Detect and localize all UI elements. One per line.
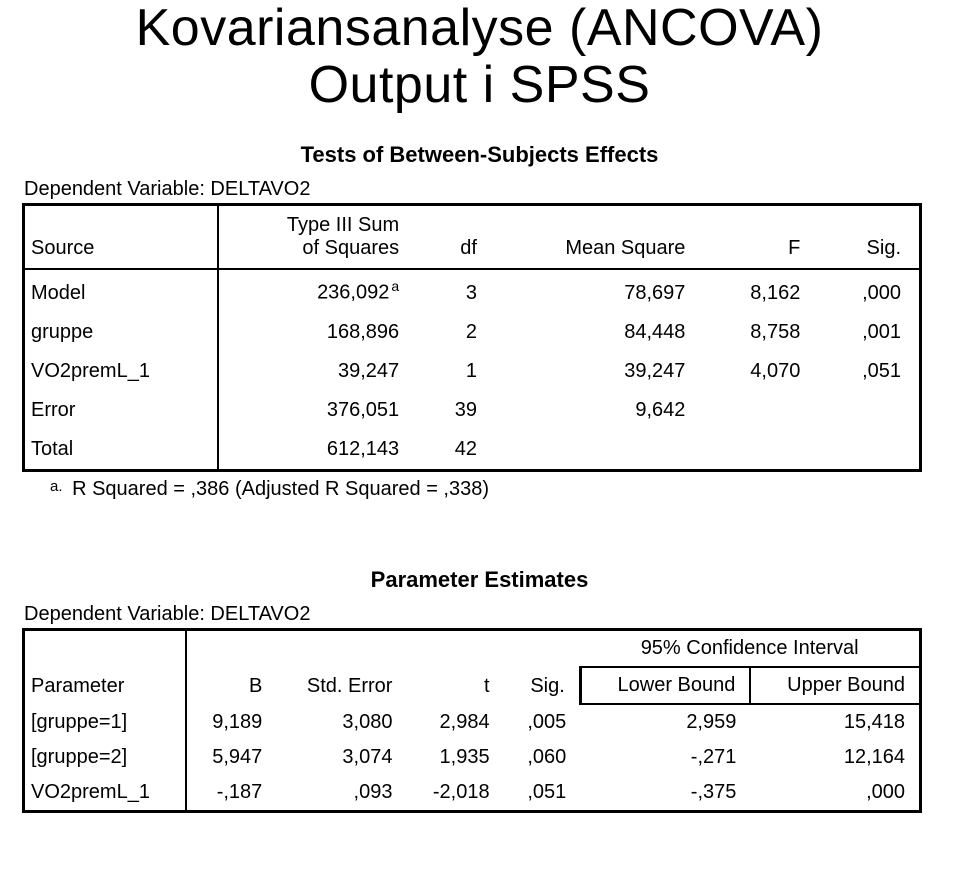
- t1-gruppe-label: gruppe: [24, 313, 218, 352]
- t2-g1-lb: 2,959: [580, 704, 750, 740]
- table2-title: Parameter Estimates: [20, 567, 939, 593]
- footnote-marker: a.: [50, 478, 63, 495]
- t2-g1-se: 3,080: [276, 704, 406, 740]
- table-row: VO2premL_1 39,247 1 39,247 4,070 ,051: [24, 352, 921, 391]
- t1-gruppe-sig: ,001: [818, 313, 920, 352]
- t2-vo2-sig: ,051: [504, 775, 581, 812]
- table-row: Model 236,092a 3 78,697 8,162 ,000: [24, 269, 921, 313]
- t2-vo2-t: -2,018: [406, 775, 503, 812]
- t1-total-sig: [818, 430, 920, 471]
- t1-head-f: F: [703, 205, 818, 270]
- t2-vo2-b: -,187: [186, 775, 277, 812]
- t2-vo2-label: VO2premL_1: [24, 775, 186, 812]
- table-row: Error 376,051 39 9,642: [24, 391, 921, 430]
- table1-depvar: Dependent Variable: DELTAVO2: [24, 178, 939, 201]
- t1-vo2-ms: 39,247: [495, 352, 703, 391]
- t1-model-ss-val: 236,092: [317, 282, 389, 304]
- t1-vo2-label: VO2premL_1: [24, 352, 218, 391]
- t1-error-df: 39: [417, 391, 495, 430]
- t1-total-f: [703, 430, 818, 471]
- t2-head-lb: Lower Bound: [580, 667, 750, 704]
- t1-vo2-ss: 39,247: [218, 352, 417, 391]
- t2-g1-sig: ,005: [504, 704, 581, 740]
- t1-total-ss: 612,143: [218, 430, 417, 471]
- t1-total-df: 42: [417, 430, 495, 471]
- table-row: VO2premL_1 -,187 ,093 -2,018 ,051 -,375 …: [24, 775, 921, 812]
- t2-head-b: B: [186, 630, 277, 705]
- footnote-text: R Squared = ,386 (Adjusted R Squared = ,…: [72, 478, 489, 500]
- t1-error-sig: [818, 391, 920, 430]
- table-row: gruppe 168,896 2 84,448 8,758 ,001: [24, 313, 921, 352]
- t1-head-source: Source: [24, 205, 218, 270]
- t2-head-t: t: [406, 630, 503, 705]
- t2-head-ub: Upper Bound: [750, 667, 920, 704]
- t2-head-ci: 95% Confidence Interval: [580, 630, 920, 668]
- table1-footnote: a. R Squared = ,386 (Adjusted R Squared …: [50, 478, 939, 501]
- t1-total-label: Total: [24, 430, 218, 471]
- page-title: Kovariansanalyse (ANCOVA) Output i SPSS: [20, 0, 939, 114]
- t1-gruppe-df: 2: [417, 313, 495, 352]
- t1-head-sig: Sig.: [818, 205, 920, 270]
- t2-g2-sig: ,060: [504, 740, 581, 775]
- title-line-2: Output i SPSS: [309, 56, 651, 114]
- t1-error-f: [703, 391, 818, 430]
- table-row: Total 612,143 42: [24, 430, 921, 471]
- t1-gruppe-f: 8,758: [703, 313, 818, 352]
- t2-g1-ub: 15,418: [750, 704, 920, 740]
- t1-model-ss-sup: a: [391, 278, 399, 294]
- t2-g2-b: 5,947: [186, 740, 277, 775]
- t1-model-ss: 236,092a: [218, 269, 417, 313]
- t2-vo2-ub: ,000: [750, 775, 920, 812]
- title-line-1: Kovariansanalyse (ANCOVA): [136, 0, 824, 57]
- t1-vo2-f: 4,070: [703, 352, 818, 391]
- t1-error-label: Error: [24, 391, 218, 430]
- t1-model-sig: ,000: [818, 269, 920, 313]
- t2-g2-t: 1,935: [406, 740, 503, 775]
- t1-gruppe-ss: 168,896: [218, 313, 417, 352]
- t2-g1-b: 9,189: [186, 704, 277, 740]
- t2-head-param: Parameter: [24, 630, 186, 705]
- t1-model-label: Model: [24, 269, 218, 313]
- t1-head-ss-l2: of Squares: [302, 237, 399, 259]
- t2-head-se: Std. Error: [276, 630, 406, 705]
- t1-head-ss-l1: Type III Sum: [287, 214, 399, 236]
- t1-error-ss: 376,051: [218, 391, 417, 430]
- parameter-estimates-table: Parameter B Std. Error t Sig. 95% Confid…: [22, 628, 922, 813]
- t1-vo2-sig: ,051: [818, 352, 920, 391]
- between-subjects-table: Source Type III Sum of Squares df Mean S…: [22, 203, 922, 472]
- t1-error-ms: 9,642: [495, 391, 703, 430]
- t2-vo2-lb: -,375: [580, 775, 750, 812]
- t2-g1-label: [gruppe=1]: [24, 704, 186, 740]
- t1-model-f: 8,162: [703, 269, 818, 313]
- t1-head-df: df: [417, 205, 495, 270]
- t2-g2-se: 3,074: [276, 740, 406, 775]
- t2-head-sig: Sig.: [504, 630, 581, 705]
- table-row: [gruppe=2] 5,947 3,074 1,935 ,060 -,271 …: [24, 740, 921, 775]
- t2-vo2-se: ,093: [276, 775, 406, 812]
- t2-g1-t: 2,984: [406, 704, 503, 740]
- t1-total-ms: [495, 430, 703, 471]
- table1-title: Tests of Between-Subjects Effects: [20, 142, 939, 168]
- t1-gruppe-ms: 84,448: [495, 313, 703, 352]
- t1-model-df: 3: [417, 269, 495, 313]
- t2-g2-lb: -,271: [580, 740, 750, 775]
- t1-model-ms: 78,697: [495, 269, 703, 313]
- table2-depvar: Dependent Variable: DELTAVO2: [24, 603, 939, 626]
- table-row: [gruppe=1] 9,189 3,080 2,984 ,005 2,959 …: [24, 704, 921, 740]
- t1-head-ss: Type III Sum of Squares: [218, 205, 417, 270]
- t1-vo2-df: 1: [417, 352, 495, 391]
- t2-g2-ub: 12,164: [750, 740, 920, 775]
- t2-g2-label: [gruppe=2]: [24, 740, 186, 775]
- t1-head-ms: Mean Square: [495, 205, 703, 270]
